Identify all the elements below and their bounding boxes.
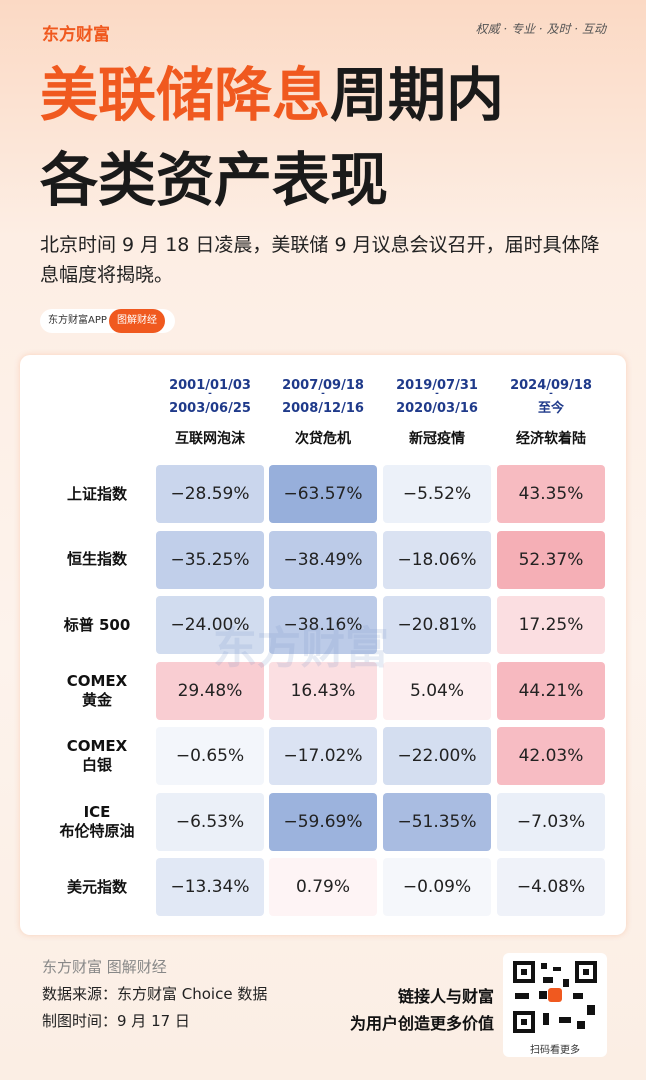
column-dash: - xyxy=(208,389,212,399)
row-label: COMEX 黄金 xyxy=(37,672,157,710)
table-cell: −63.57% xyxy=(269,465,377,523)
column-name: 次贷危机 xyxy=(295,431,351,447)
column-end: 2008/12/16 xyxy=(282,401,364,416)
slogan: 权威 · 专业 · 及时 · 互动 xyxy=(475,22,606,36)
table-cell: 42.03% xyxy=(497,727,605,785)
column-name: 经济软着陆 xyxy=(516,431,586,447)
table-cell: −7.03% xyxy=(497,792,605,851)
table-cell: −38.49% xyxy=(269,530,377,589)
table-cell: −59.69% xyxy=(269,792,377,851)
column-end: 至今 xyxy=(537,401,564,416)
row-label-line: 标普 500 xyxy=(63,615,131,634)
row-label-line: 恒生指数 xyxy=(66,550,127,568)
section-tag: 图解财经 xyxy=(109,309,165,333)
table-cell: 0.79% xyxy=(269,858,377,916)
table-cell: −28.59% xyxy=(156,465,264,523)
table-cell: −5.52% xyxy=(383,465,491,523)
column-end: 2020/03/16 xyxy=(396,401,478,416)
app-tag-text: 东方财富APP xyxy=(48,315,107,326)
column-start: 2019/07/31 xyxy=(396,378,478,393)
table-cell: −51.35% xyxy=(383,792,491,851)
table-cell: 29.48% xyxy=(156,661,264,720)
column-name: 新冠疫情 xyxy=(409,431,465,447)
row-label-line: COMEX xyxy=(66,671,128,690)
title-line2: 各类资产表现 xyxy=(40,146,389,214)
qr-code xyxy=(513,961,597,1033)
row-label: 标普 500 xyxy=(37,616,157,635)
row-label-line: 上证指数 xyxy=(66,484,127,503)
row-label-line: 黄金 xyxy=(81,690,112,709)
table-cell: 5.04% xyxy=(383,661,491,720)
row-label: 恒生指数 xyxy=(37,550,157,569)
footer-date: 制图时间：9 月 17 日 xyxy=(42,1012,190,1030)
table-cell: 17.25% xyxy=(497,596,605,654)
row-label-line: 美元指数 xyxy=(66,877,127,896)
table-cell: 16.43% xyxy=(269,661,377,720)
footer-slogan1: 链接人与财富 xyxy=(397,987,494,1006)
row-label-line: ICE xyxy=(83,802,111,821)
row-label-line: 布伦特原油 xyxy=(59,821,135,840)
subtitle: 北京时间 9 月 18 日凌晨，美联储 9 月议息会议召开，届时具体降息幅度将揭… xyxy=(40,234,600,286)
footer-slogan2: 为用户创造更多价值 xyxy=(349,1014,494,1033)
qr-box: 扫码看更多 xyxy=(503,953,607,1057)
column-start: 2007/09/18 xyxy=(282,378,364,393)
table-cell: −4.08% xyxy=(497,858,605,916)
qr-caption: 扫码看更多 xyxy=(530,1045,580,1056)
column-dash: - xyxy=(549,389,553,399)
row-label-line: COMEX xyxy=(66,737,128,755)
column-end: 2003/06/25 xyxy=(169,401,251,416)
table-cell: 43.35% xyxy=(497,465,605,523)
row-label: 美元指数 xyxy=(37,878,157,897)
table-cell: −13.34% xyxy=(156,858,264,916)
row-label: COMEX 白银 xyxy=(37,737,157,775)
column-name: 互联网泡沫 xyxy=(175,431,245,447)
table-cell: −0.65% xyxy=(156,727,264,785)
table-cell: −18.06% xyxy=(383,530,491,589)
title-highlight: 美联储降息 xyxy=(40,61,331,129)
title-rest: 周期内 xyxy=(330,61,505,129)
table-cell: −38.16% xyxy=(269,596,377,654)
row-label: 上证指数 xyxy=(37,485,157,504)
footer-source: 数据来源：东方财富 Choice 数据 xyxy=(42,985,268,1003)
table-cell: −22.00% xyxy=(383,727,491,785)
table-cell: −17.02% xyxy=(269,727,377,785)
column-dash: - xyxy=(321,389,325,399)
logo: 东方财富 xyxy=(42,25,110,45)
column-dash: - xyxy=(435,389,439,399)
table-cell: −20.81% xyxy=(383,596,491,654)
row-label: ICE 布伦特原油 xyxy=(37,803,157,841)
row-label-line: 白银 xyxy=(81,756,112,774)
column-start: 2001/01/03 xyxy=(169,378,251,393)
table-cell: −0.09% xyxy=(383,858,491,916)
table-cell: −35.25% xyxy=(156,530,264,589)
watermark: 东方财富 xyxy=(213,623,389,674)
footer-brand: 东方财富 图解财经 xyxy=(42,958,167,976)
column-start: 2024/09/18 xyxy=(510,378,592,393)
table-cell: 52.37% xyxy=(497,530,605,589)
table-cell: −24.00% xyxy=(156,596,264,654)
table-cell: −6.53% xyxy=(156,792,264,851)
table-cell: 44.21% xyxy=(497,661,605,720)
